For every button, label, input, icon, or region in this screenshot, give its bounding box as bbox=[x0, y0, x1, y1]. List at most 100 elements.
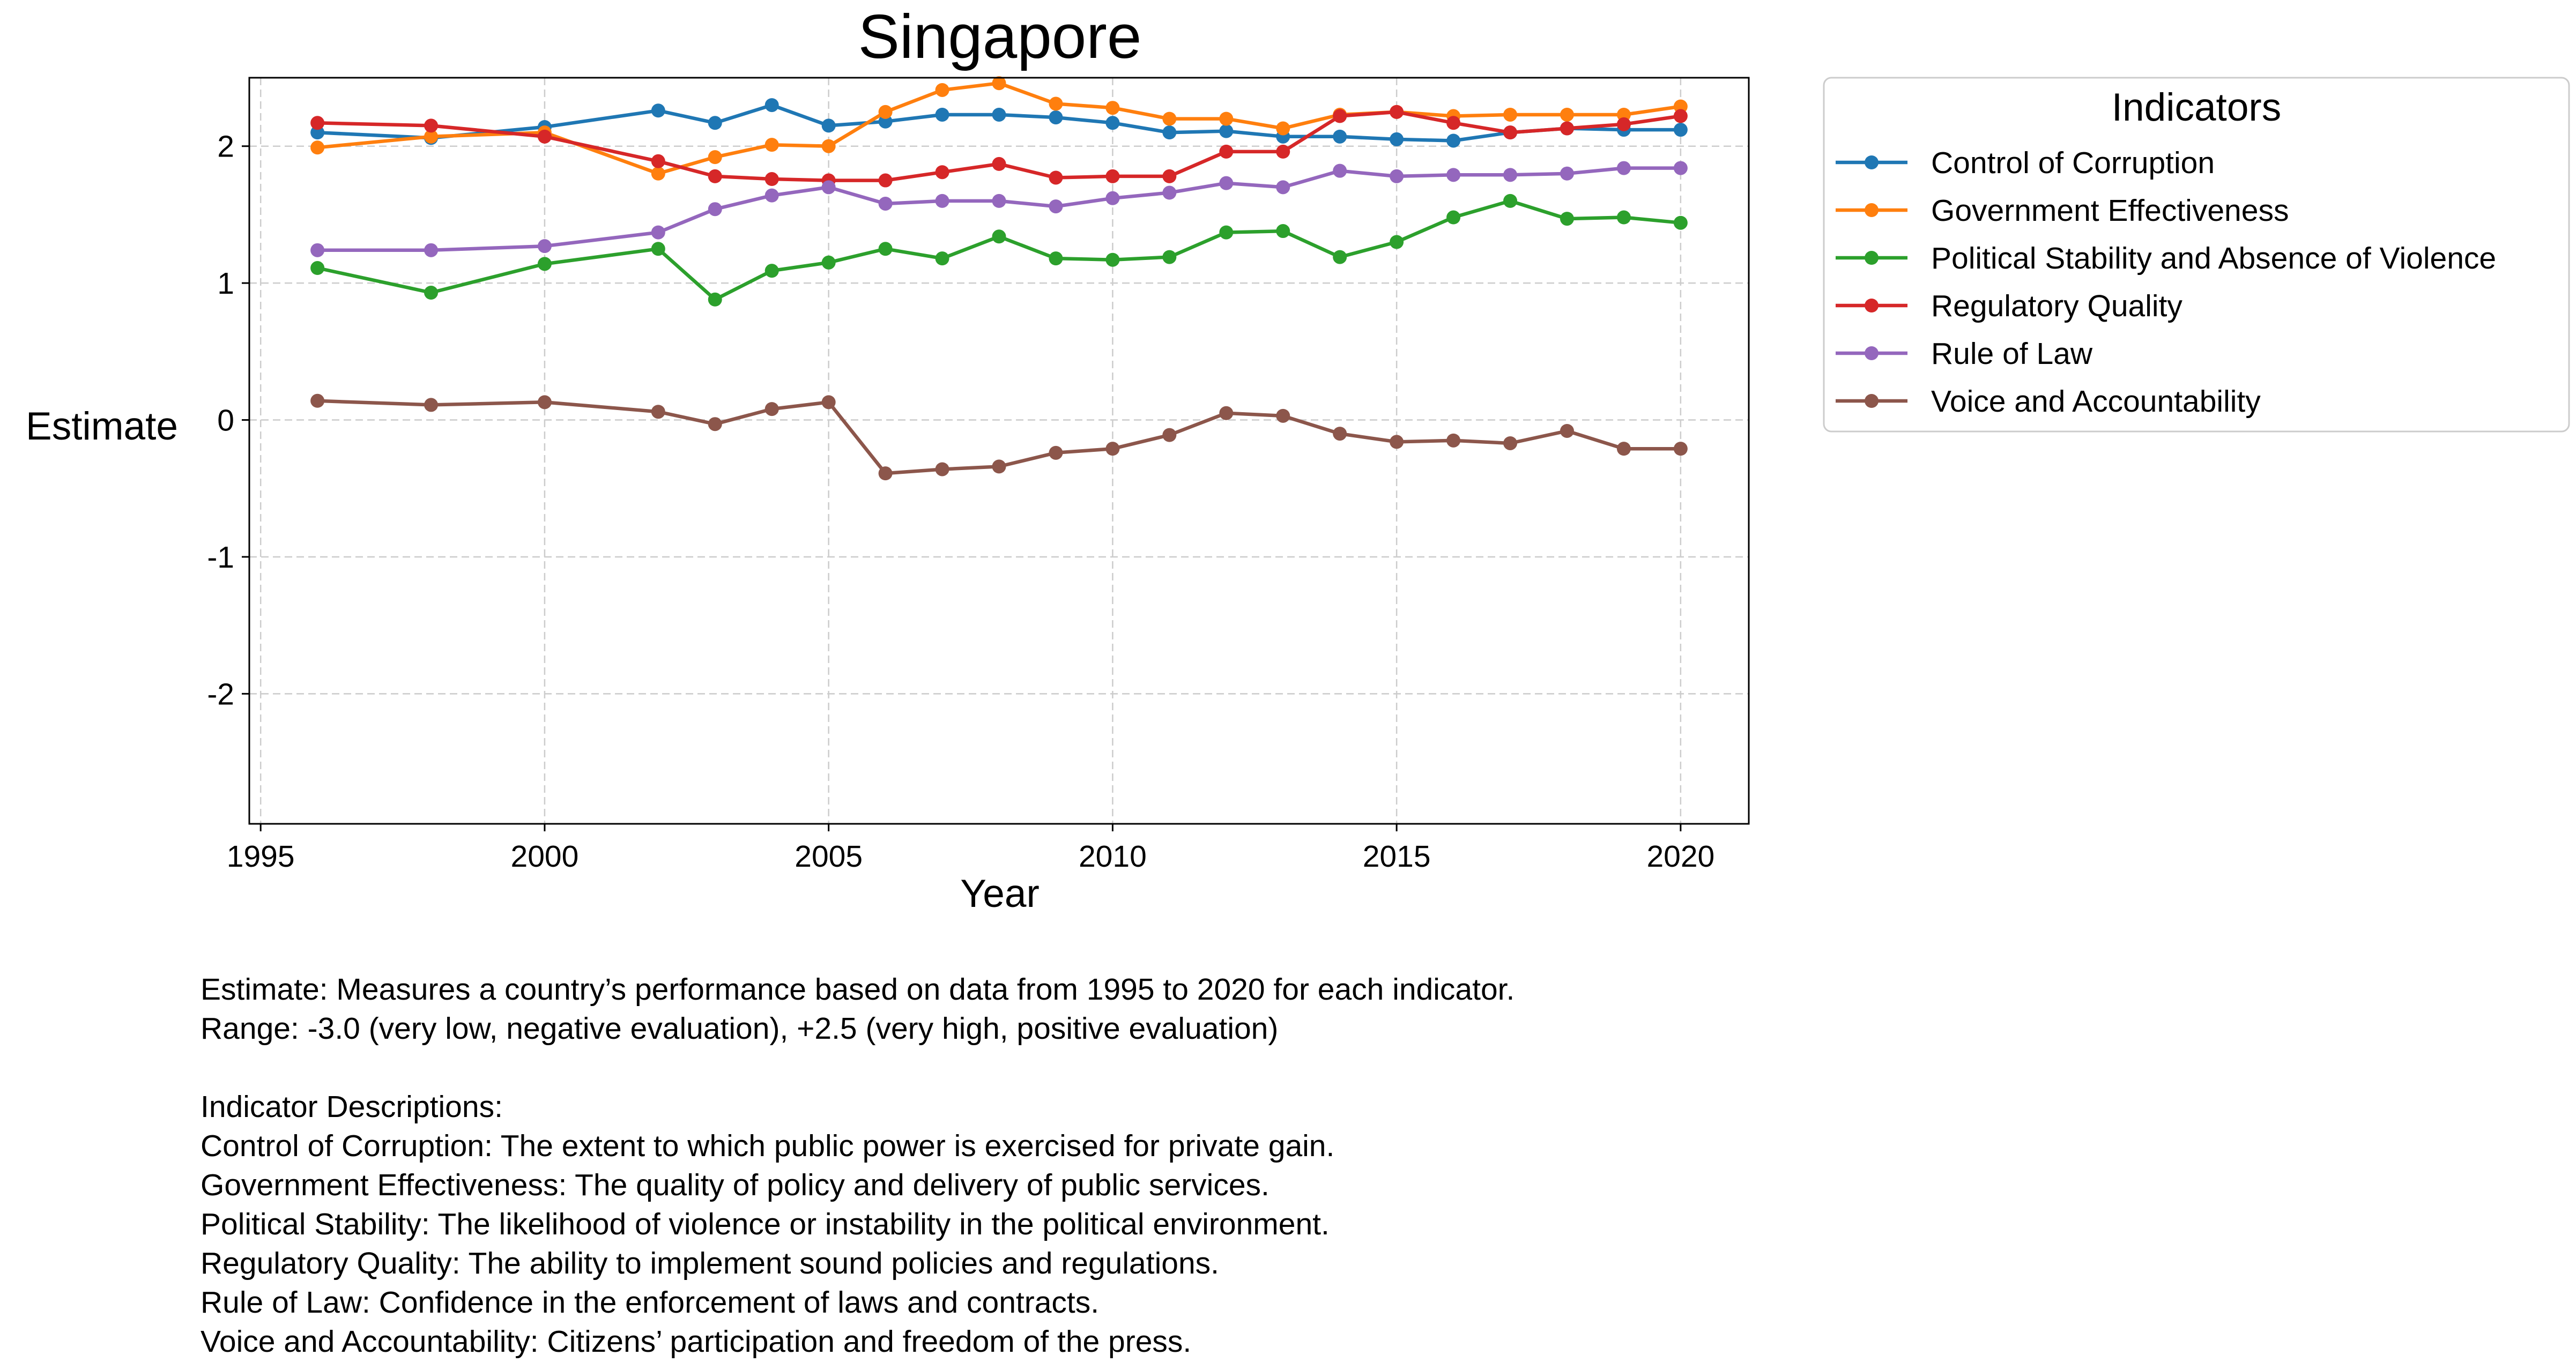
legend-swatch-marker bbox=[1865, 299, 1879, 312]
data-point bbox=[1162, 250, 1177, 264]
data-point bbox=[537, 129, 552, 144]
data-point bbox=[1276, 408, 1290, 423]
data-point bbox=[1219, 144, 1234, 159]
data-point bbox=[935, 193, 949, 208]
note-description: Voice and Accountability: Citizens’ part… bbox=[201, 1324, 1192, 1359]
x-tick-label: 1995 bbox=[227, 839, 295, 874]
data-point bbox=[651, 103, 665, 118]
data-point bbox=[1673, 215, 1688, 230]
data-point bbox=[764, 98, 779, 113]
series-line bbox=[317, 110, 1681, 182]
x-tick-label: 2005 bbox=[795, 839, 863, 874]
legend-swatch-marker bbox=[1865, 394, 1879, 408]
data-point bbox=[1390, 132, 1404, 146]
y-axis-label: Estimate bbox=[26, 405, 178, 448]
data-point bbox=[651, 405, 665, 419]
data-point bbox=[708, 202, 722, 217]
data-point bbox=[1276, 180, 1290, 195]
chart-title: Singapore bbox=[858, 2, 1142, 71]
data-point bbox=[1049, 199, 1063, 214]
notes-spacer bbox=[201, 1048, 2238, 1088]
legend-swatch-marker bbox=[1865, 203, 1879, 217]
grid-lines bbox=[249, 78, 1749, 824]
data-point bbox=[1049, 170, 1063, 185]
data-point bbox=[1105, 252, 1120, 267]
data-point bbox=[1673, 161, 1688, 175]
data-point bbox=[1560, 121, 1574, 136]
data-point bbox=[1162, 428, 1177, 442]
data-point bbox=[878, 196, 893, 211]
data-point bbox=[708, 169, 722, 183]
data-point bbox=[1673, 123, 1688, 137]
data-point bbox=[1219, 176, 1234, 190]
data-point bbox=[935, 83, 949, 97]
data-point bbox=[424, 129, 439, 144]
data-point bbox=[878, 114, 893, 129]
data-point bbox=[992, 229, 1006, 244]
data-point bbox=[1049, 96, 1063, 111]
data-point bbox=[1162, 169, 1177, 183]
series-line bbox=[317, 166, 1681, 252]
note-description: Control of Corruption: The extent to whi… bbox=[201, 1129, 1335, 1163]
legend-title: Indicators bbox=[2112, 86, 2282, 129]
data-point bbox=[424, 243, 439, 257]
data-point bbox=[992, 193, 1006, 208]
data-point bbox=[708, 292, 722, 307]
y-tick-label: 2 bbox=[217, 130, 234, 164]
data-point bbox=[1049, 110, 1063, 125]
data-point bbox=[821, 139, 836, 153]
data-point bbox=[1333, 109, 1347, 123]
data-point bbox=[1446, 433, 1461, 448]
data-point bbox=[878, 242, 893, 256]
note-estimate: Estimate: Measures a country’s performan… bbox=[201, 972, 1515, 1007]
data-point bbox=[1560, 107, 1574, 122]
y-tick-label: -1 bbox=[207, 540, 234, 575]
data-point bbox=[1616, 117, 1631, 131]
data-point bbox=[708, 116, 722, 130]
data-point bbox=[1390, 435, 1404, 449]
data-point bbox=[1673, 99, 1688, 114]
series-line bbox=[317, 81, 1681, 176]
data-point bbox=[424, 118, 439, 133]
legend-swatch-marker bbox=[1865, 346, 1879, 360]
data-point bbox=[310, 140, 325, 155]
series-line bbox=[317, 103, 1681, 143]
data-point bbox=[878, 466, 893, 481]
data-point bbox=[537, 257, 552, 271]
note-description: Regulatory Quality: The ability to imple… bbox=[201, 1246, 1219, 1280]
data-point bbox=[935, 165, 949, 180]
series-control-of-corruption bbox=[310, 98, 1688, 148]
data-point bbox=[1616, 442, 1631, 456]
legend-label: Political Stability and Absence of Viole… bbox=[1931, 241, 2496, 276]
series-political-stability-and-absence-of-violence bbox=[310, 193, 1688, 307]
data-point bbox=[992, 107, 1006, 122]
notes: Estimate: Measures a country’s performan… bbox=[201, 970, 2238, 1361]
legend-label: Voice and Accountability bbox=[1931, 384, 2261, 419]
data-point bbox=[1219, 406, 1234, 420]
data-point bbox=[1276, 224, 1290, 239]
data-point bbox=[1333, 163, 1347, 178]
data-point bbox=[310, 243, 325, 257]
data-point bbox=[1390, 169, 1404, 183]
series-line bbox=[317, 399, 1681, 475]
data-point bbox=[708, 150, 722, 165]
data-point bbox=[651, 154, 665, 168]
data-point bbox=[1276, 144, 1290, 159]
data-point bbox=[1446, 133, 1461, 148]
note-description: Rule of Law: Confidence in the enforceme… bbox=[201, 1285, 1100, 1320]
data-point bbox=[764, 402, 779, 416]
data-point bbox=[1503, 107, 1518, 122]
data-point bbox=[992, 459, 1006, 474]
data-point bbox=[1162, 185, 1177, 200]
data-point bbox=[424, 285, 439, 300]
data-point bbox=[1333, 250, 1347, 264]
data-point bbox=[1105, 191, 1120, 205]
data-point bbox=[821, 395, 836, 409]
note-description: Political Stability: The likelihood of v… bbox=[201, 1207, 1330, 1241]
x-axis-label: Year bbox=[960, 872, 1040, 915]
y-tick-label: 1 bbox=[217, 266, 234, 301]
data-point bbox=[992, 157, 1006, 171]
data-point bbox=[1219, 111, 1234, 126]
data-point bbox=[1105, 116, 1120, 130]
series-layer bbox=[310, 76, 1688, 481]
